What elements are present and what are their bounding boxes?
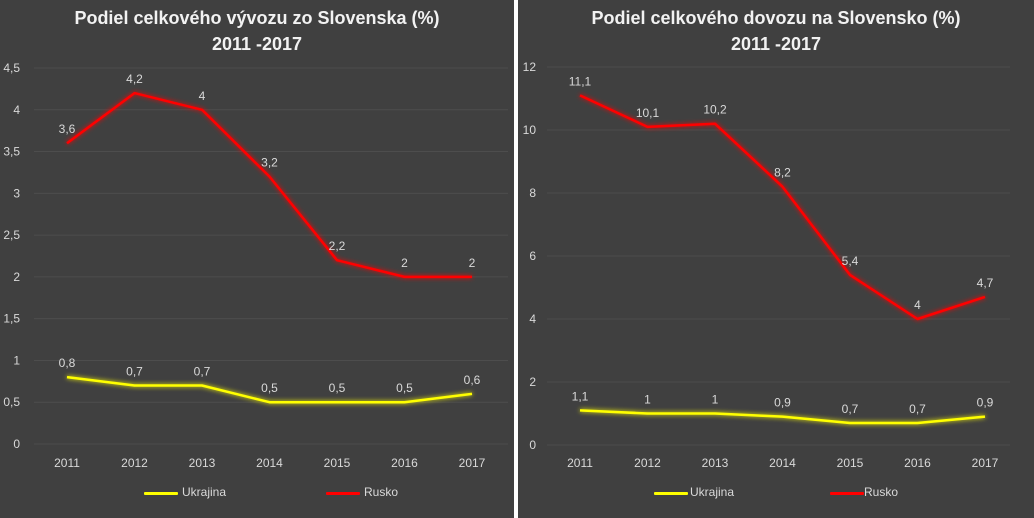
y-tick-label: 4 bbox=[529, 312, 536, 326]
data-label-rusko: 3,6 bbox=[59, 122, 76, 136]
y-tick-label: 2,5 bbox=[3, 228, 20, 242]
data-label-ukrajina: 0,5 bbox=[261, 381, 278, 395]
x-tick-label: 2015 bbox=[837, 456, 864, 470]
import-chart-plot: 0 2 4 6 8 10 12 2011 2012 2013 2014 2015 2016 2017 1,1… bbox=[523, 60, 1010, 470]
data-label-rusko: 8,2 bbox=[774, 166, 791, 180]
data-label-ukrajina: 0,7 bbox=[909, 402, 926, 416]
x-tick-label: 2017 bbox=[459, 456, 486, 470]
x-tick-label: 2014 bbox=[256, 456, 283, 470]
series-line-ukrajina bbox=[579, 409, 986, 425]
y-tick-label: 10 bbox=[523, 123, 537, 137]
data-label-ukrajina: 0,7 bbox=[842, 402, 859, 416]
data-label-ukrajina: 0,5 bbox=[396, 381, 413, 395]
legend-label-rusko: Rusko bbox=[864, 485, 899, 499]
legend-swatch-rusko bbox=[326, 492, 360, 495]
data-label-rusko: 4 bbox=[199, 89, 206, 103]
y-tick-label: 2 bbox=[13, 270, 20, 284]
legend-swatch-ukrajina bbox=[144, 492, 178, 495]
data-label-rusko: 10,1 bbox=[636, 106, 660, 120]
data-label-ukrajina: 0,5 bbox=[329, 381, 346, 395]
export-chart-panel: Podiel celkového vývozu zo Slovenska (%)… bbox=[0, 0, 514, 518]
data-label-rusko: 10,2 bbox=[703, 103, 727, 117]
y-tick-label: 1 bbox=[13, 353, 20, 367]
x-tick-label: 2012 bbox=[121, 456, 148, 470]
x-tick-label: 2015 bbox=[324, 456, 351, 470]
x-tick-label: 2013 bbox=[189, 456, 216, 470]
data-label-rusko: 5,4 bbox=[842, 254, 859, 268]
y-tick-label: 12 bbox=[523, 60, 537, 74]
y-tick-label: 0 bbox=[529, 438, 536, 452]
legend-swatch-rusko bbox=[830, 492, 864, 495]
data-label-rusko: 4 bbox=[914, 298, 921, 312]
y-tick-label: 3 bbox=[13, 186, 20, 200]
y-tick-label: 0 bbox=[13, 437, 20, 451]
x-tick-label: 2016 bbox=[904, 456, 931, 470]
chart-title: Podiel celkového vývozu zo Slovenska (%) bbox=[74, 8, 440, 28]
y-tick-label: 8 bbox=[529, 186, 536, 200]
data-label-rusko: 3,2 bbox=[261, 156, 278, 170]
data-label-rusko: 2 bbox=[401, 256, 408, 270]
data-label-ukrajina: 0,7 bbox=[126, 365, 143, 379]
y-tick-label: 2 bbox=[529, 375, 536, 389]
data-label-rusko: 2 bbox=[469, 256, 476, 270]
legend-label-ukrajina: Ukrajina bbox=[182, 485, 227, 499]
chart-title: Podiel celkového dovozu na Slovensko (%) bbox=[591, 8, 961, 28]
data-label-ukrajina: 0,8 bbox=[59, 356, 76, 370]
data-label-ukrajina: 1,1 bbox=[572, 389, 589, 403]
x-tick-label: 2012 bbox=[634, 456, 661, 470]
data-label-ukrajina: 0,7 bbox=[194, 365, 211, 379]
data-label-rusko: 4,7 bbox=[977, 276, 994, 290]
x-tick-label: 2014 bbox=[769, 456, 796, 470]
data-label-rusko: 11,1 bbox=[569, 74, 592, 88]
y-tick-label: 6 bbox=[529, 249, 536, 263]
series-line-rusko bbox=[66, 91, 472, 279]
data-label-ukrajina: 1 bbox=[712, 393, 719, 407]
y-tick-label: 1,5 bbox=[3, 312, 20, 326]
data-label-rusko: 4,2 bbox=[126, 72, 143, 86]
legend-label-rusko: Rusko bbox=[364, 485, 399, 499]
y-tick-label: 3,5 bbox=[3, 145, 20, 159]
data-label-ukrajina: 1 bbox=[644, 393, 651, 407]
export-chart-plot: 0 0,5 1 1,5 2 2,5 3 3,5 4 4,5 2011 2012 2013 2014 2015… bbox=[3, 61, 508, 470]
series-line-ukrajina bbox=[66, 375, 473, 404]
data-label-ukrajina: 0,9 bbox=[977, 396, 994, 410]
data-label-rusko: 2,2 bbox=[329, 239, 346, 253]
y-tick-label: 0,5 bbox=[3, 395, 20, 409]
x-tick-label: 2011 bbox=[567, 456, 593, 470]
import-chart-panel: Podiel celkového dovozu na Slovensko (%)… bbox=[518, 0, 1034, 518]
legend-swatch-ukrajina bbox=[654, 492, 688, 495]
chart-subtitle: 2011 -2017 bbox=[211, 34, 303, 54]
x-tick-label: 2017 bbox=[972, 456, 999, 470]
series-line-rusko bbox=[579, 94, 986, 321]
data-label-ukrajina: 0,9 bbox=[774, 396, 791, 410]
x-tick-label: 2013 bbox=[702, 456, 729, 470]
y-tick-label: 4,5 bbox=[3, 61, 20, 75]
legend-label-ukrajina: Ukrajina bbox=[690, 485, 735, 499]
y-tick-label: 4 bbox=[13, 103, 20, 117]
x-tick-label: 2011 bbox=[54, 456, 80, 470]
chart-subtitle: 2011 -2017 bbox=[730, 34, 822, 54]
data-label-ukrajina: 0,6 bbox=[464, 373, 481, 387]
x-tick-label: 2016 bbox=[391, 456, 418, 470]
